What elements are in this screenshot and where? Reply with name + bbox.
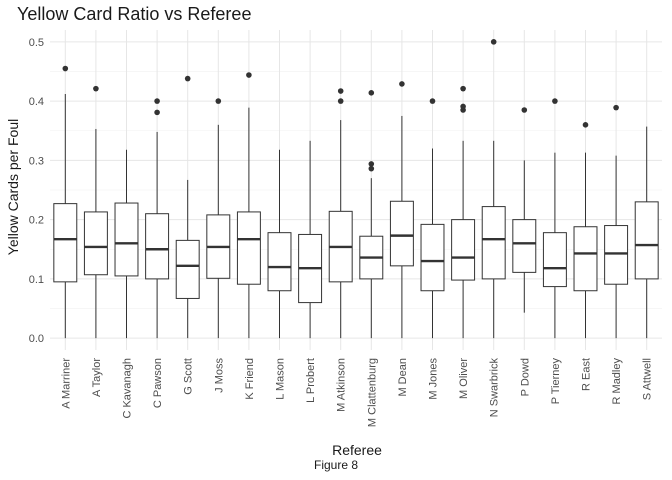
x-tick-label: M Oliver	[458, 358, 470, 399]
box-m-clattenburg	[359, 90, 384, 339]
box-p-dowd	[512, 107, 537, 313]
x-tick-label: N Swarbrick	[489, 358, 501, 418]
outlier-point	[62, 65, 69, 72]
x-tick-label: L Mason	[275, 358, 287, 400]
outlier-point	[429, 98, 436, 104]
iqr-box	[389, 200, 414, 267]
x-tick-label: R Madley	[611, 358, 623, 405]
x-tick-label: J Moss	[213, 358, 225, 393]
x-tick-label: A Marriner	[60, 358, 72, 409]
outlier-point	[368, 161, 375, 167]
y-tick-label: 0.4	[29, 96, 44, 108]
outlier-point	[368, 90, 375, 96]
y-tick-label: 0.1	[29, 274, 44, 286]
y-tick-label: 0.5	[29, 37, 44, 49]
iqr-box	[420, 223, 445, 292]
box-g-scott	[175, 75, 200, 339]
outlier-point	[521, 107, 528, 113]
y-tick-label: 0.0	[29, 333, 44, 345]
box-a-marriner	[53, 65, 78, 339]
x-axis-label: Referee	[332, 442, 382, 458]
outlier-point	[246, 72, 252, 78]
iqr-box	[145, 213, 170, 280]
x-tick-label: P Dowd	[519, 358, 531, 396]
outlier-point	[460, 85, 466, 92]
x-tick-label: L Probert	[305, 358, 317, 403]
outlier-point	[93, 85, 99, 92]
box-m-dean	[389, 81, 414, 339]
iqr-box	[53, 203, 78, 283]
box-l-probert	[298, 140, 323, 339]
box-p-tierney	[542, 98, 567, 339]
x-tick-label: M Clattenburg	[366, 358, 378, 427]
box-r-madley	[604, 104, 629, 339]
x-tick-label: M Dean	[397, 358, 409, 397]
iqr-box	[512, 219, 537, 273]
iqr-box	[114, 202, 139, 277]
x-tick-label: C Pawson	[152, 358, 164, 408]
outlier-point	[490, 39, 497, 45]
iqr-box	[175, 239, 200, 299]
box-k-friend	[236, 72, 261, 339]
y-tick-label: 0.3	[29, 155, 44, 167]
outlier-point	[154, 98, 160, 104]
outlier-point	[337, 98, 344, 104]
box-n-swarbrick	[481, 39, 506, 339]
box-c-kavanagh	[114, 149, 139, 339]
x-axis-ticks: A Marriner A Taylor C Kavanagh C Pawson G Sc…	[60, 358, 653, 428]
y-tick-label: 0.2	[29, 215, 44, 227]
boxes	[53, 39, 659, 339]
x-tick-label: M Atkinson	[336, 358, 348, 412]
iqr-box	[83, 211, 108, 276]
box-m-atkinson	[328, 88, 353, 339]
box-l-mason	[267, 149, 292, 339]
box-a-taylor	[83, 85, 108, 339]
x-tick-label: M Jones	[428, 358, 440, 400]
outlier-point	[368, 165, 375, 172]
outlier-point	[460, 103, 466, 110]
iqr-box	[451, 219, 476, 281]
iqr-box	[481, 206, 506, 280]
iqr-box	[236, 211, 261, 285]
outlier-point	[582, 122, 589, 128]
x-tick-label: R East	[581, 358, 593, 391]
outlier-point	[154, 109, 160, 116]
x-tick-label: K Friend	[244, 358, 256, 400]
outlier-point	[613, 104, 619, 111]
iqr-box	[634, 201, 659, 280]
figure-caption: Figure 8	[313, 458, 359, 472]
x-tick-label: S Attwell	[642, 358, 654, 400]
x-tick-label: G Scott	[183, 358, 195, 395]
chart-title: Yellow Card Ratio vs Referee	[17, 4, 252, 24]
x-tick-label: C Kavanagh	[122, 358, 134, 419]
y-axis-ticks: 0.0 0.1 0.2 0.3 0.4 0.5	[29, 37, 44, 345]
box-m-oliver	[451, 85, 476, 339]
iqr-box	[542, 232, 567, 288]
outlier-point	[337, 88, 344, 94]
outlier-point	[399, 81, 405, 87]
box-m-jones	[420, 98, 445, 339]
iqr-box	[267, 232, 292, 292]
x-tick-label: A Taylor	[91, 358, 103, 397]
iqr-box	[573, 226, 598, 292]
y-axis-label: Yellow Cards per Foul	[5, 119, 21, 255]
box-s-attwell	[634, 126, 659, 339]
box-j-moss	[206, 98, 231, 339]
outlier-point	[184, 75, 191, 82]
outlier-point	[215, 98, 222, 104]
box-r-east	[573, 122, 598, 339]
x-tick-label: P Tierney	[550, 358, 562, 405]
box-c-pawson	[145, 98, 170, 339]
grid	[50, 30, 662, 350]
iqr-box	[604, 225, 629, 285]
outlier-point	[552, 98, 558, 104]
